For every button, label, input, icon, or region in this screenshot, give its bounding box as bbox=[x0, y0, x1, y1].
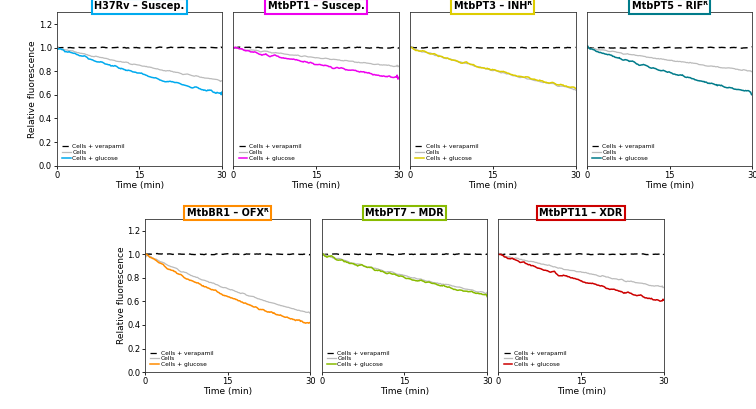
Title: H37Rv – Suscep.: H37Rv – Suscep. bbox=[94, 2, 184, 11]
Legend: Cells + verapamil, Cells, Cells + glucose: Cells + verapamil, Cells, Cells + glucos… bbox=[415, 144, 479, 161]
Legend: Cells + verapamil, Cells, Cells + glucose: Cells + verapamil, Cells, Cells + glucos… bbox=[327, 350, 391, 368]
X-axis label: Time (min): Time (min) bbox=[468, 181, 517, 190]
X-axis label: Time (min): Time (min) bbox=[645, 181, 694, 190]
X-axis label: Time (min): Time (min) bbox=[203, 387, 253, 396]
Legend: Cells + verapamil, Cells, Cells + glucose: Cells + verapamil, Cells, Cells + glucos… bbox=[238, 144, 302, 161]
Y-axis label: Relative fluorescence: Relative fluorescence bbox=[116, 247, 125, 344]
Title: MtbPT11 – XDR: MtbPT11 – XDR bbox=[540, 208, 623, 218]
Legend: Cells + verapamil, Cells, Cells + glucose: Cells + verapamil, Cells, Cells + glucos… bbox=[150, 350, 214, 368]
Title: MtbPT7 – MDR: MtbPT7 – MDR bbox=[365, 208, 444, 218]
Title: MtbBR1 – OFXᴿ: MtbBR1 – OFXᴿ bbox=[187, 208, 268, 218]
X-axis label: Time (min): Time (min) bbox=[556, 387, 606, 396]
X-axis label: Time (min): Time (min) bbox=[380, 387, 429, 396]
Title: MtbPT5 – RIFᴿ: MtbPT5 – RIFᴿ bbox=[631, 2, 708, 11]
X-axis label: Time (min): Time (min) bbox=[115, 181, 164, 190]
Y-axis label: Relative fluorescence: Relative fluorescence bbox=[28, 40, 37, 138]
Title: MtbPT1 – Suscep.: MtbPT1 – Suscep. bbox=[268, 2, 364, 11]
Legend: Cells + verapamil, Cells, Cells + glucose: Cells + verapamil, Cells, Cells + glucos… bbox=[61, 144, 125, 161]
Legend: Cells + verapamil, Cells, Cells + glucose: Cells + verapamil, Cells, Cells + glucos… bbox=[503, 350, 567, 368]
X-axis label: Time (min): Time (min) bbox=[292, 181, 341, 190]
Legend: Cells + verapamil, Cells, Cells + glucose: Cells + verapamil, Cells, Cells + glucos… bbox=[591, 144, 655, 161]
Title: MtbPT3 – INHᴿ: MtbPT3 – INHᴿ bbox=[454, 2, 532, 11]
